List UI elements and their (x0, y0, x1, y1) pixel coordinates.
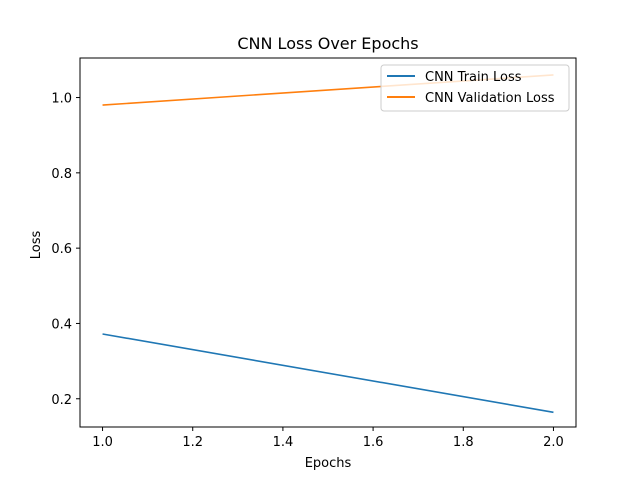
y-tick-label-1: 0.4 (51, 317, 72, 332)
legend-label-train: CNN Train Loss (425, 70, 522, 85)
y-tick-label-4: 1.0 (51, 92, 72, 107)
chart-title: CNN Loss Over Epochs (237, 34, 418, 53)
x-tick-label-3: 1.6 (363, 435, 384, 450)
legend-label-validation: CNN Validation Loss (425, 91, 555, 106)
y-axis-label: Loss (29, 231, 44, 260)
legend: CNN Train Loss CNN Validation Loss (380, 64, 570, 112)
legend-box (380, 64, 570, 112)
x-tick-label-4: 1.8 (453, 435, 474, 450)
y-tick-label-0: 0.2 (51, 393, 72, 408)
series-line-0 (102, 333, 554, 414)
x-tick-label-2: 1.4 (273, 435, 294, 450)
x-axis-label: Epochs (305, 456, 352, 471)
y-tick-label-3: 0.8 (51, 167, 72, 182)
x-tick-label-1: 1.2 (182, 435, 203, 450)
axes-frame (79, 57, 577, 428)
x-tick-label-5: 2.0 (543, 435, 564, 450)
y-tick-label-2: 0.6 (51, 242, 72, 257)
plot-area: 1.0 1.2 1.4 1.6 1.8 2.0 0.2 0.4 0.6 0.8 1.0 (51, 57, 577, 450)
x-tick-label-0: 1.0 (92, 435, 113, 450)
